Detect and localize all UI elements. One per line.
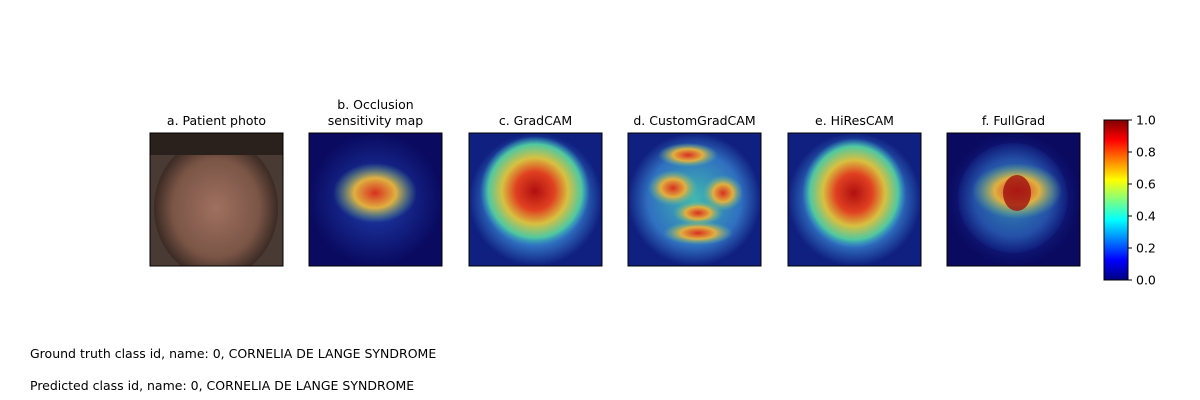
panel-image: [788, 133, 921, 266]
panel-title: a. Patient photo: [167, 113, 266, 128]
tick-label: 1.0: [1136, 113, 1156, 128]
panel: f. FullGrad: [946, 113, 1081, 267]
tick-label: 0.2: [1136, 241, 1156, 256]
panel-frame: [787, 132, 922, 267]
tick-label: 0.8: [1136, 145, 1156, 160]
panel-image: [150, 133, 283, 266]
panel-frame: [468, 132, 603, 267]
blob: [673, 201, 723, 225]
blob: [648, 170, 698, 206]
panel: c. GradCAM: [468, 113, 603, 267]
face: [154, 138, 278, 266]
panel: d. CustomGradCAM: [627, 113, 762, 267]
blob: [703, 175, 743, 211]
panel-frame: [308, 132, 443, 267]
panel-image: [309, 133, 442, 266]
blob: [658, 143, 718, 167]
panel-image: [469, 133, 602, 266]
footer-text: Ground truth class id, name: 0, CORNELIA…: [30, 346, 436, 361]
panel-title: e. HiResCAM: [815, 113, 894, 128]
panel-title: f. FullGrad: [982, 113, 1045, 128]
panel-title: c. GradCAM: [499, 113, 572, 128]
panel-title: b. Occlusion: [337, 97, 413, 112]
panels: a. Patient photo b. Occlusionsensitivity …: [149, 97, 1081, 267]
blob: [480, 136, 590, 246]
blob: [333, 163, 417, 223]
colorbar-gradient: [1103, 119, 1129, 281]
colorbar: 0.0 0.2 0.4 0.6 0.8 1.0: [1103, 113, 1156, 288]
panel: e. HiResCAM: [787, 113, 922, 267]
panel-image: [628, 133, 761, 266]
tick-label: 0.0: [1136, 273, 1156, 288]
blob: [663, 221, 733, 245]
panel-image: [947, 133, 1080, 266]
panel-frame: [946, 132, 1081, 267]
blob: [802, 138, 906, 248]
panel-title: d. CustomGradCAM: [633, 113, 755, 128]
tick-label: 0.6: [1136, 177, 1156, 192]
panel: a. Patient photo: [149, 113, 284, 267]
panel-title: sensitivity map: [328, 113, 423, 128]
footer: Ground truth class id, name: 0, CORNELIA…: [30, 346, 436, 393]
tick-label: 0.4: [1136, 209, 1156, 224]
panel-frame: [627, 132, 762, 267]
footer-text: Predicted class id, name: 0, CORNELIA DE…: [30, 378, 414, 393]
core: [1003, 175, 1031, 211]
hair: [150, 133, 283, 155]
panel-frame: [149, 132, 284, 267]
